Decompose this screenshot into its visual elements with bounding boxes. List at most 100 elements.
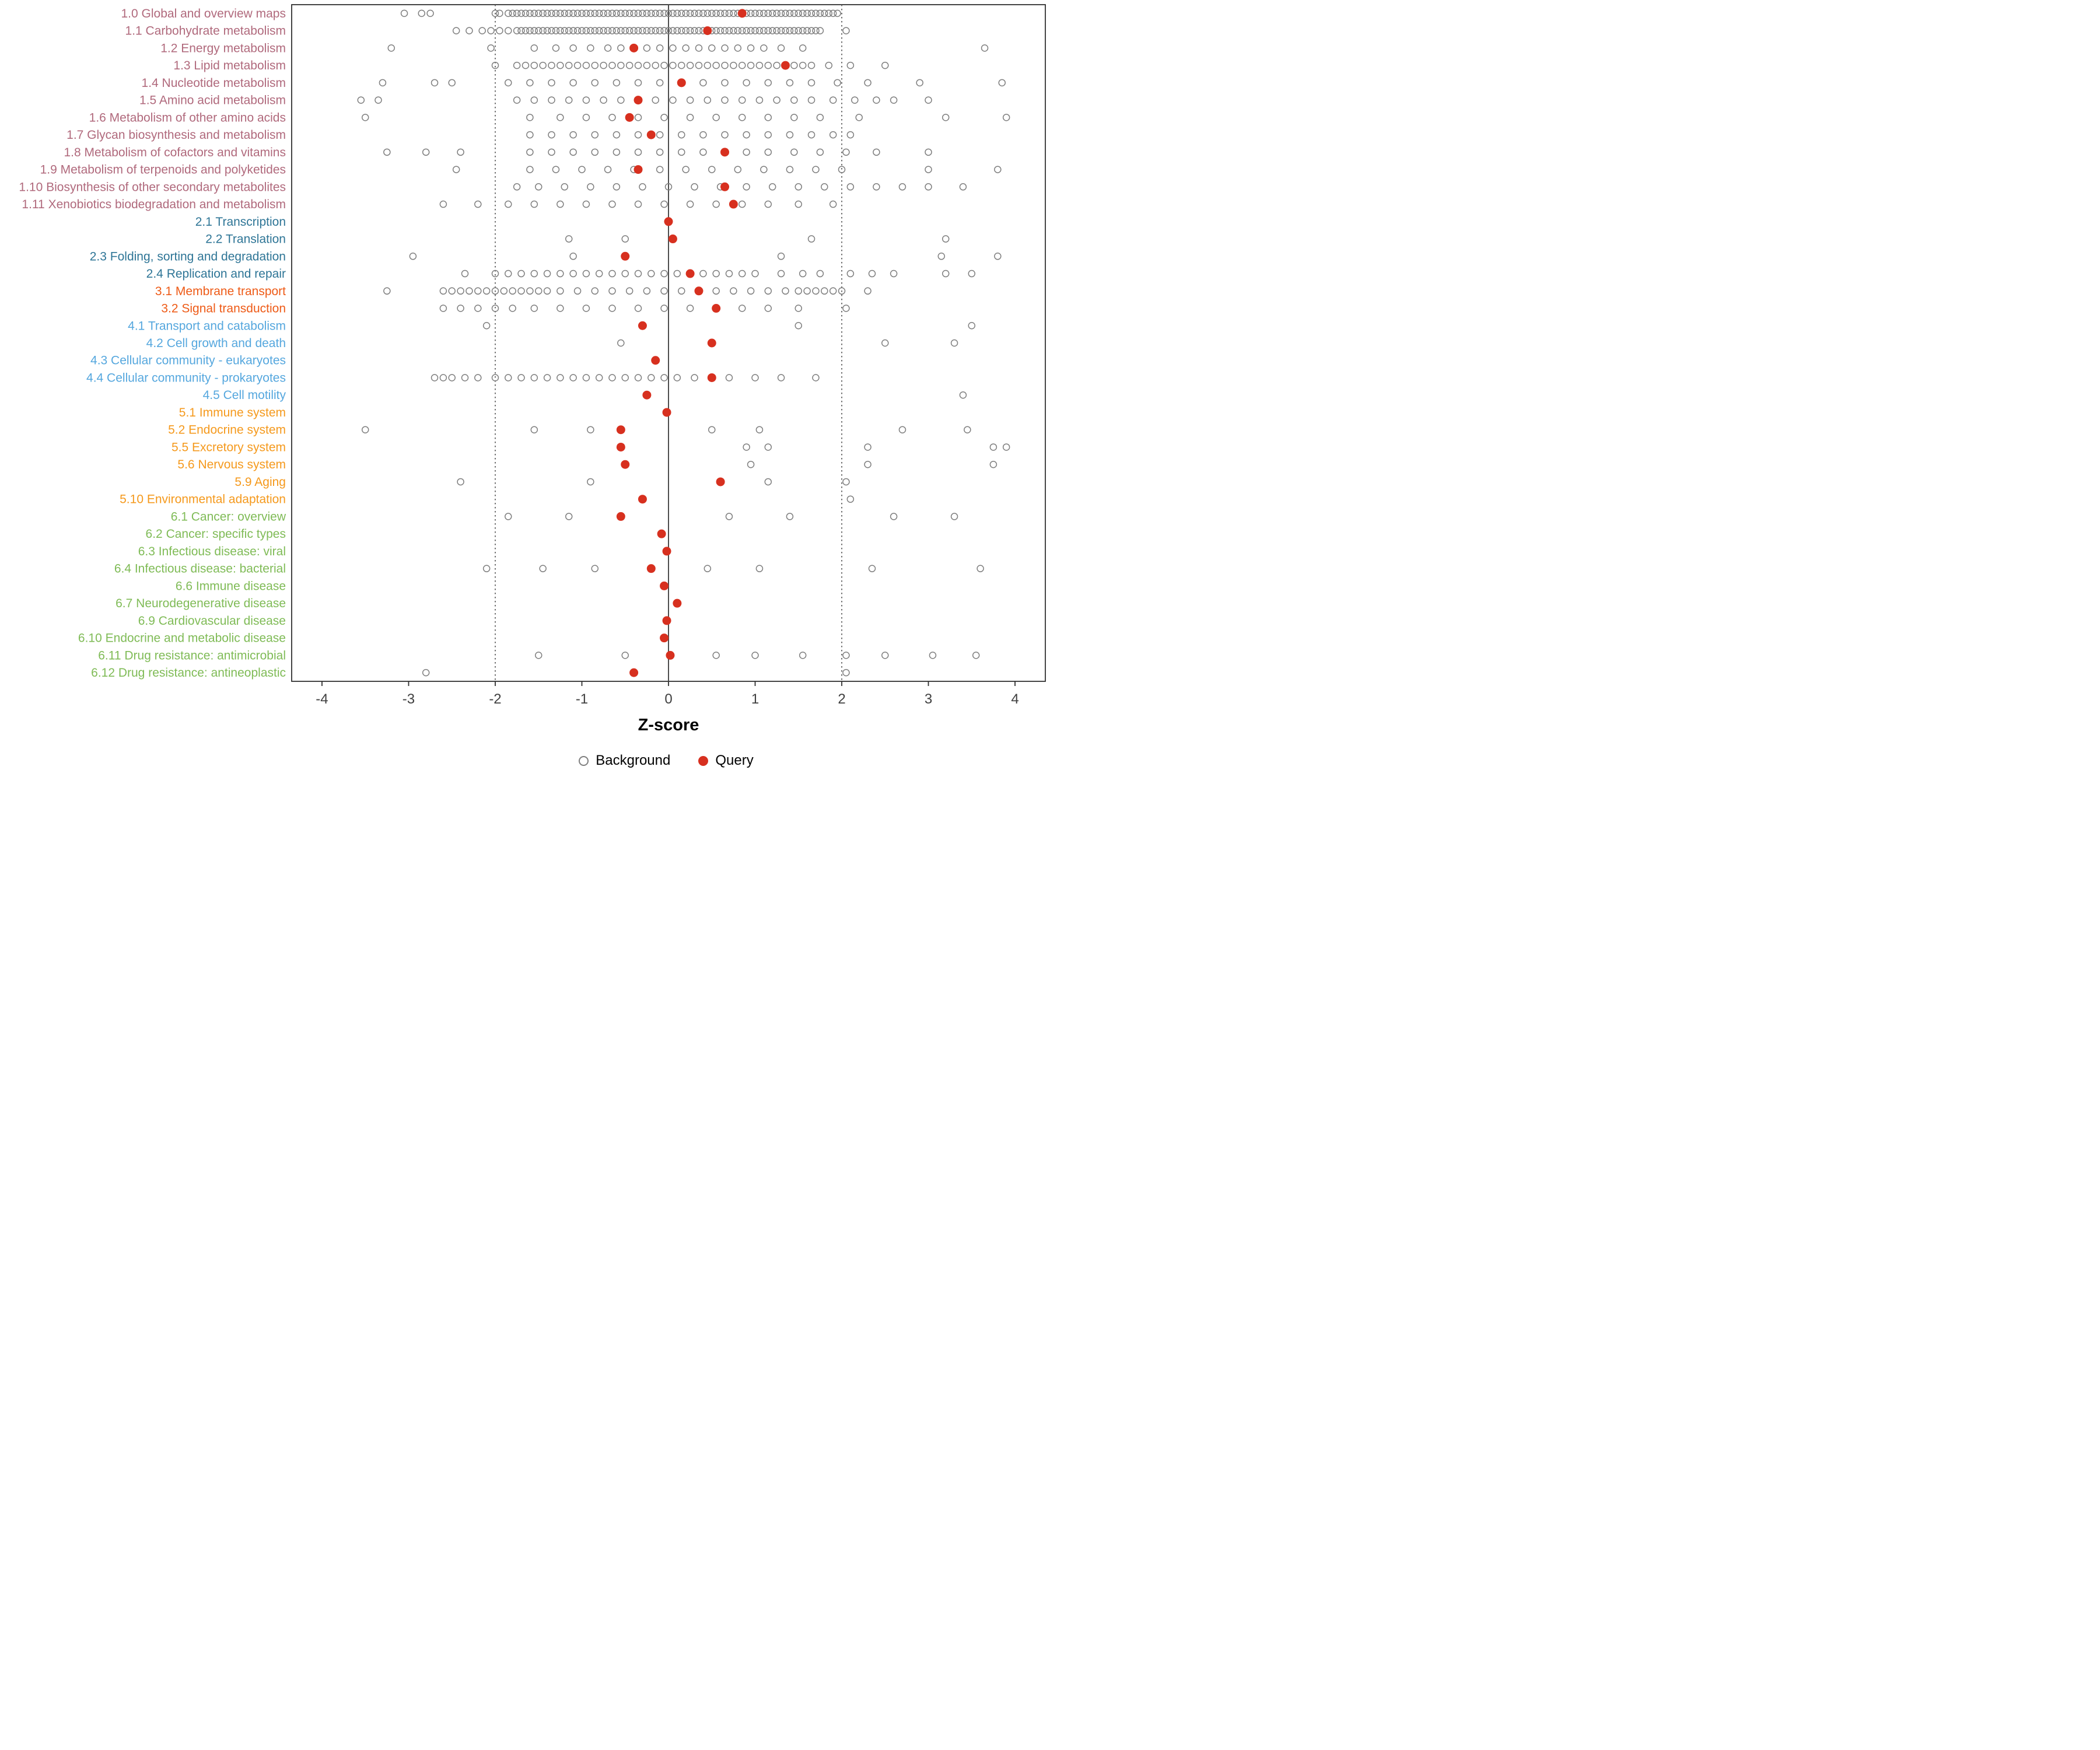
background-point [526,114,534,121]
background-point [734,44,742,52]
background-point [548,27,555,34]
background-point [600,27,607,34]
background-point [604,27,612,34]
background-point [660,27,668,34]
background-point [543,374,551,382]
background-point [699,148,707,156]
background-point [730,9,737,18]
background-point [612,27,621,34]
background-point [379,79,387,87]
background-point [591,131,599,139]
category-label: 4.4 Cellular community - prokaryotes [86,371,286,384]
background-point [825,61,832,69]
background-point [461,270,469,278]
background-point [634,61,642,69]
background-point [747,61,755,69]
background-point [799,44,807,52]
background-point [686,304,694,312]
background-point [747,9,755,18]
background-point [868,565,876,572]
background-point [768,9,776,18]
query-point [720,148,730,157]
background-marker-icon [579,755,589,766]
background-point [807,27,816,34]
background-point [608,61,616,69]
background-point [604,166,612,173]
background-point [751,9,759,18]
x-tick-label: 3 [925,691,932,707]
background-point [868,270,876,278]
background-point [755,27,764,34]
background-point [517,9,525,18]
category-label: 5.2 Endocrine system [168,424,286,437]
background-point [608,27,616,34]
background-point [513,9,521,18]
background-point [565,9,573,18]
background-point [786,166,794,173]
background-point [634,27,642,34]
background-point [457,148,464,156]
background-point [591,287,599,295]
background-point [430,79,439,87]
query-point [634,96,643,105]
background-point [773,96,780,104]
category-label: 6.6 Immune disease [176,579,286,593]
background-point [648,27,655,34]
background-point [552,27,560,34]
background-point [625,27,634,34]
background-point [617,339,625,347]
background-point [725,27,733,34]
background-point [617,96,625,104]
background-point [565,96,573,104]
background-point [725,270,733,278]
background-point [474,200,482,208]
background-point [669,44,677,52]
background-point [448,79,456,87]
background-point [890,513,898,520]
background-point [582,114,590,121]
background-point [526,287,534,295]
category-label: 1.10 Biosynthesis of other secondary met… [19,180,286,194]
category-label: 2.2 Translation [205,233,286,246]
background-point [803,9,811,18]
background-point [530,374,538,382]
background-point [582,374,590,382]
background-point [639,183,646,191]
background-point [612,131,621,139]
query-point [616,442,625,452]
background-point [851,96,859,104]
background-point [764,148,772,156]
background-point [591,79,599,87]
background-point [734,166,742,173]
background-point [712,61,720,69]
background-point [652,61,659,69]
background-point [721,44,729,52]
background-point [890,96,898,104]
background-point [509,287,516,295]
background-point [587,44,594,52]
background-point [821,9,828,18]
background-point [794,183,803,191]
background-point [712,652,720,659]
background-point [578,166,586,173]
background-point [673,9,681,18]
background-point [807,79,816,87]
background-point [660,270,668,278]
background-point [790,148,798,156]
category-label: 6.2 Cancer: specific types [146,527,286,541]
background-point [422,668,430,677]
background-point [764,443,772,451]
background-point [505,374,512,382]
background-point [591,9,599,18]
category-label: 2.3 Folding, sorting and degradation [90,250,286,263]
background-point [612,79,621,87]
background-point [548,131,555,139]
background-point [678,27,685,34]
background-point [743,148,750,156]
background-point [747,287,755,295]
category-label: 1.3 Lipid metabolism [173,59,286,72]
background-point [998,79,1006,87]
background-point [721,9,729,18]
background-point [669,27,677,34]
background-point [794,304,803,312]
